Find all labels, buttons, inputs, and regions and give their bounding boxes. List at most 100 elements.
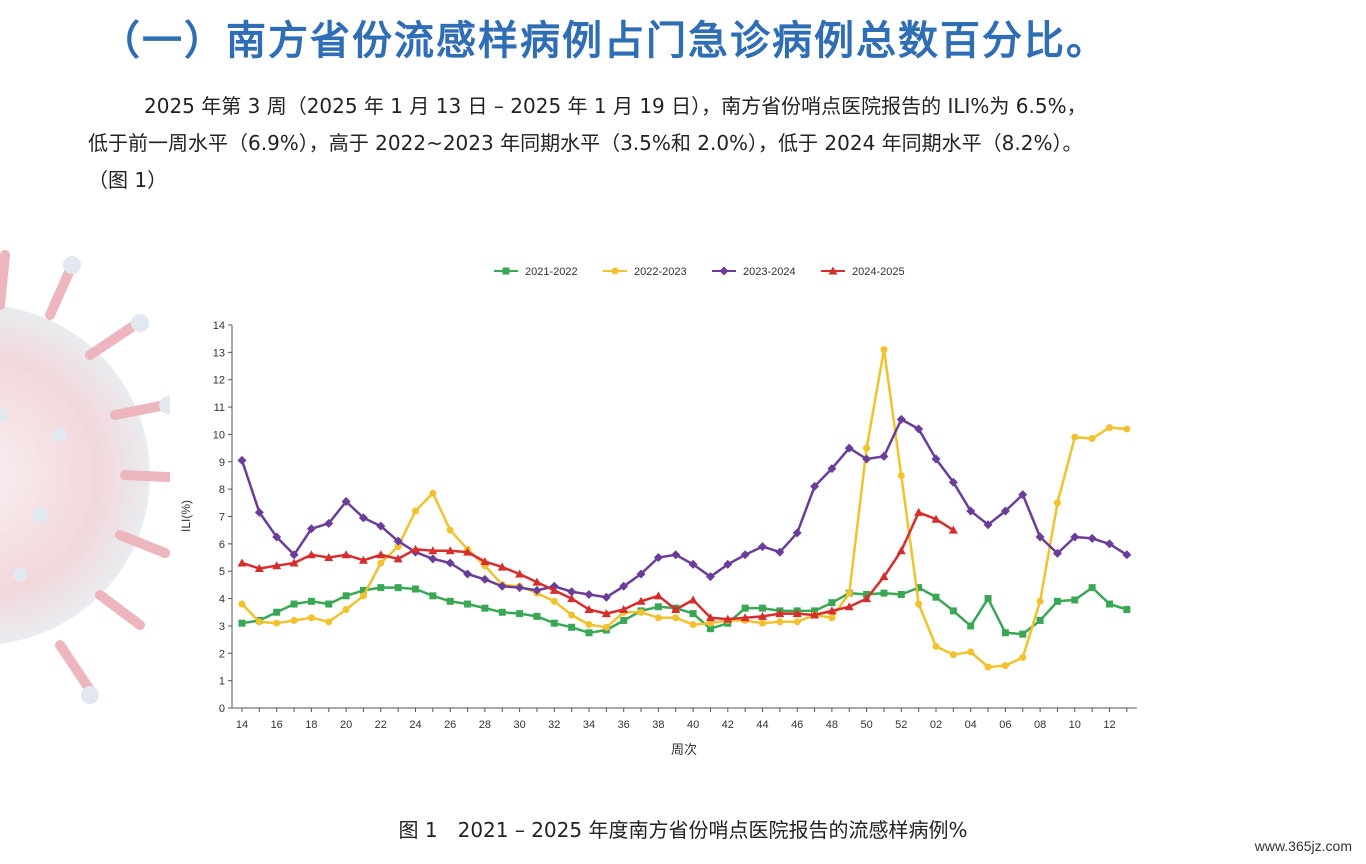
chart-legend: 2021-2022 2022-2023 2023-2024 2024-2025 bbox=[494, 266, 905, 278]
data-point bbox=[705, 613, 715, 622]
site-watermark: www.365jz.com bbox=[1254, 838, 1352, 854]
data-point bbox=[828, 614, 836, 622]
y-tick-label: 14 bbox=[213, 320, 225, 332]
legend-item: 2024-2025 bbox=[821, 266, 905, 278]
data-point bbox=[915, 600, 923, 608]
x-tick-label: 44 bbox=[756, 719, 768, 731]
data-point bbox=[619, 605, 629, 614]
data-point bbox=[428, 546, 438, 555]
data-point bbox=[341, 550, 351, 559]
data-point bbox=[672, 614, 680, 622]
data-point bbox=[775, 609, 785, 618]
data-point bbox=[567, 594, 577, 603]
data-point bbox=[654, 603, 662, 611]
data-point bbox=[688, 559, 698, 569]
summary-paragraph: 2025 年第 3 周（2025 年 1 月 13 日 – 2025 年 1 月… bbox=[88, 88, 1278, 199]
data-point bbox=[844, 443, 854, 453]
data-point bbox=[1105, 539, 1114, 549]
data-point bbox=[775, 547, 785, 557]
x-tick-label: 24 bbox=[409, 719, 421, 731]
y-tick-label: 10 bbox=[213, 429, 225, 441]
data-point bbox=[290, 616, 298, 624]
data-point bbox=[306, 524, 316, 534]
y-tick-label: 11 bbox=[214, 402, 225, 414]
data-point bbox=[464, 600, 472, 608]
data-point bbox=[671, 605, 681, 614]
data-point bbox=[446, 526, 454, 534]
data-point bbox=[792, 609, 802, 618]
data-point bbox=[445, 558, 455, 568]
data-point bbox=[584, 589, 594, 599]
figure-caption: 图 1 2021 – 2025 年度南方省份哨点医院报告的流感样病例% bbox=[398, 818, 968, 842]
data-point bbox=[602, 623, 610, 631]
paragraph-line-1: 2025 年第 3 周（2025 年 1 月 13 日 – 2025 年 1 月… bbox=[144, 94, 1087, 118]
y-tick-label: 2 bbox=[219, 648, 225, 660]
data-point bbox=[1088, 435, 1096, 443]
x-tick-label: 28 bbox=[479, 719, 491, 731]
paragraph-line-3: （图 1） bbox=[88, 168, 168, 192]
data-point bbox=[532, 577, 542, 586]
data-point bbox=[359, 592, 367, 600]
data-point bbox=[445, 546, 455, 555]
x-tick-label: 08 bbox=[1034, 719, 1046, 731]
data-point bbox=[1019, 653, 1027, 661]
data-point bbox=[827, 464, 837, 474]
data-point bbox=[1018, 490, 1028, 500]
legend-marker bbox=[719, 266, 729, 276]
data-point bbox=[429, 489, 437, 497]
data-point bbox=[533, 612, 541, 620]
data-point bbox=[585, 621, 593, 629]
data-point bbox=[844, 602, 854, 611]
data-point bbox=[289, 558, 299, 567]
data-point bbox=[949, 607, 957, 615]
data-point bbox=[705, 572, 715, 582]
data-point bbox=[1053, 597, 1061, 605]
x-tick-label: 14 bbox=[236, 719, 248, 731]
data-point bbox=[932, 642, 940, 650]
x-tick-label: 40 bbox=[687, 719, 699, 731]
legend-label: 2023-2024 bbox=[743, 266, 796, 278]
data-point bbox=[515, 583, 525, 593]
y-tick-label: 0 bbox=[219, 703, 225, 715]
data-point bbox=[1000, 506, 1010, 516]
data-point bbox=[550, 597, 558, 605]
data-point bbox=[515, 569, 525, 578]
legend-item: 2021-2022 bbox=[494, 266, 578, 278]
data-point bbox=[879, 572, 889, 581]
data-point bbox=[845, 589, 853, 597]
chart-series bbox=[237, 346, 1132, 671]
x-tick-label: 06 bbox=[999, 719, 1011, 731]
data-point bbox=[740, 613, 750, 622]
ili-line-chart: 2021-2022 2022-2023 2023-2024 2024-2025 012… bbox=[179, 266, 1137, 758]
data-point bbox=[1036, 616, 1044, 624]
data-point bbox=[1036, 597, 1044, 605]
data-point bbox=[377, 559, 385, 567]
data-point bbox=[238, 600, 246, 608]
data-point bbox=[237, 455, 247, 465]
x-tick-label: 02 bbox=[930, 719, 942, 731]
data-point bbox=[636, 596, 646, 605]
data-point bbox=[706, 625, 714, 633]
data-point bbox=[1123, 606, 1131, 614]
y-tick-label: 1 bbox=[219, 676, 225, 688]
y-tick-label: 6 bbox=[219, 539, 225, 551]
legend-marker bbox=[611, 267, 619, 275]
data-point bbox=[549, 585, 559, 594]
data-point bbox=[498, 608, 506, 616]
x-tick-label: 36 bbox=[618, 719, 630, 731]
legend-marker bbox=[828, 266, 838, 275]
data-point bbox=[759, 604, 766, 612]
data-point bbox=[1019, 630, 1027, 638]
x-tick-label: 52 bbox=[895, 719, 907, 731]
data-point bbox=[463, 569, 473, 579]
x-tick-label: 42 bbox=[722, 719, 734, 731]
data-point bbox=[758, 542, 767, 552]
data-point bbox=[1122, 550, 1132, 560]
data-point bbox=[272, 532, 282, 542]
data-point bbox=[238, 619, 246, 627]
data-point bbox=[254, 507, 264, 517]
data-point bbox=[601, 592, 611, 602]
data-point bbox=[324, 518, 334, 528]
series-2024-2025 bbox=[237, 507, 958, 623]
data-point bbox=[1106, 424, 1113, 432]
